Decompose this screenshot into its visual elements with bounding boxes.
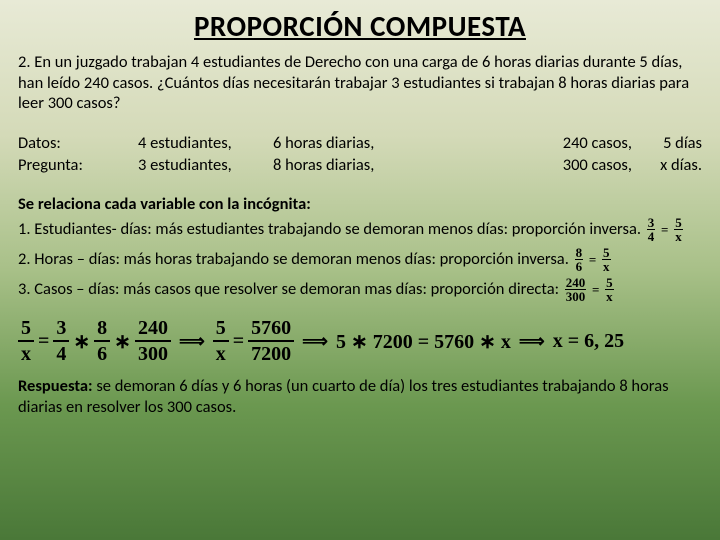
relation-2-frac1: 86	[575, 246, 584, 274]
section-title: Se relaciona cada variable con la incógn…	[18, 194, 702, 214]
answer-label: Respuesta:	[18, 376, 93, 396]
label-pregunta: Pregunta:	[18, 154, 138, 176]
equals-icon: =	[592, 282, 599, 297]
relation-3: 3. Casos – días: más casos que resolver …	[18, 276, 702, 304]
pregunta-c3: 300 casos,	[532, 154, 632, 176]
datos-c2: 6 horas diarias,	[273, 132, 428, 154]
relation-3-frac1: 240300	[565, 276, 587, 304]
answer-text: se demoran 6 días y 6 horas (un cuarto d…	[18, 376, 669, 417]
relation-1-frac1: 34	[647, 216, 656, 244]
relations-block: Se relaciona cada variable con la incógn…	[18, 194, 702, 304]
page-title: PROPORCIÓN COMPUESTA	[18, 8, 702, 44]
relation-1-text: 1. Estudiantes- días: más estudiantes tr…	[18, 219, 641, 239]
relation-2-frac2: 5x	[602, 246, 611, 274]
pregunta-c4: x días.	[632, 154, 702, 176]
datos-c1: 4 estudiantes,	[138, 132, 273, 154]
main-equation: 5x = 34 ∗ 86 ∗ 240300 ⟹ 5x = 57607200 ⟹ …	[18, 318, 702, 364]
relation-1-frac2: 5x	[674, 216, 683, 244]
equals-icon: =	[661, 222, 668, 237]
data-grid: Datos: 4 estudiantes, 6 horas diarias, 2…	[18, 132, 702, 177]
label-datos: Datos:	[18, 132, 138, 154]
relation-3-frac2: 5x	[605, 276, 614, 304]
datos-c4: 5 días	[632, 132, 702, 154]
relation-1: 1. Estudiantes- días: más estudiantes tr…	[18, 216, 702, 244]
relation-2-text: 2. Horas – días: más horas trabajando se…	[18, 249, 569, 269]
arrow-icon: ⟹	[302, 331, 328, 352]
problem-statement: 2. En un juzgado trabajan 4 estudiantes …	[18, 52, 702, 114]
pregunta-c2: 8 horas diarias,	[273, 154, 428, 176]
equation-result: x = 6, 25	[553, 330, 624, 353]
relation-2: 2. Horas – días: más horas trabajando se…	[18, 246, 702, 274]
arrow-icon: ⟹	[179, 331, 205, 352]
arrow-icon: ⟹	[519, 331, 545, 352]
pregunta-c1: 3 estudiantes,	[138, 154, 273, 176]
equation-step: 5 ∗ 7200 = 5760 ∗ x	[336, 329, 511, 354]
equals-icon: =	[589, 252, 596, 267]
datos-c3: 240 casos,	[532, 132, 632, 154]
answer-block: Respuesta: se demoran 6 días y 6 horas (…	[18, 376, 702, 417]
relation-3-text: 3. Casos – días: más casos que resolver …	[18, 279, 559, 299]
